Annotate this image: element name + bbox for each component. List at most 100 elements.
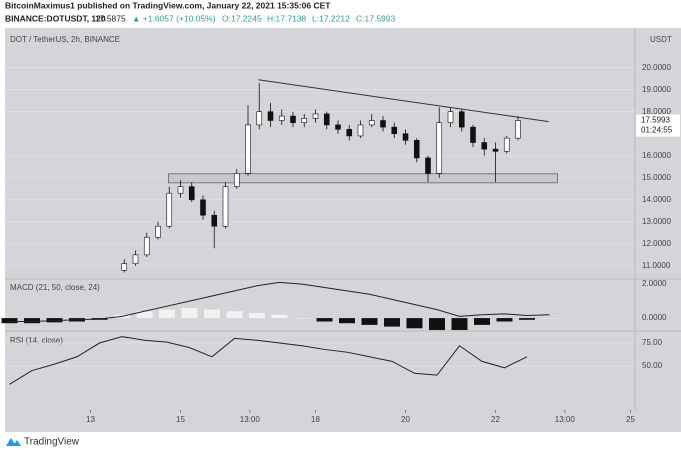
x-tick-label: 15 [176,415,185,424]
countdown: 01:24:55 [641,126,673,135]
y-tick-label: 12.0000 [642,239,671,248]
plot-area [5,28,635,410]
histogram-bar [361,318,378,325]
candle-body [143,236,150,256]
candle-body [177,186,184,194]
candle-body [413,140,420,159]
x-tick-label: 20 [401,415,410,424]
candle-body [222,186,229,227]
histogram-bar [24,318,40,324]
candle-body [233,173,240,187]
candle-body [492,148,499,152]
candle-body [380,120,386,128]
change: ▲ +1.6057 (+10.05%) [132,13,216,23]
y-tick-label: 14.0000 [642,195,671,204]
histogram-bar [316,318,333,322]
trendline [258,79,549,123]
logo [6,438,21,446]
candle-body [335,124,341,130]
x-tick-label: 25 [626,415,635,424]
histogram-bar [181,307,198,319]
histogram-bar [159,309,175,319]
price-label-box [636,114,680,137]
low: L:17.2212 [312,13,350,23]
x-tick-label: 13:00 [240,415,261,424]
candle-body [391,126,398,135]
candle-body [211,214,218,227]
y-tick-label: 11.0000 [642,261,671,270]
candle-body [515,120,521,139]
x-tick-label: 13:00 [555,415,576,424]
y-tick-label: 19.0000 [642,85,671,94]
y-tick-label: 15.0000 [642,173,671,182]
indicator-line [9,281,550,322]
histogram-bar [406,318,423,329]
histogram-bar [204,309,220,319]
candle-body [245,124,251,174]
histogram-bar [384,318,400,327]
candle-body [312,113,319,119]
y-tick-label: 75.00 [642,338,663,347]
unit: USDT [650,35,672,44]
pane-title: RSI (14, close) [10,336,63,345]
candle-body [188,186,195,201]
histogram-bar [249,312,265,319]
y-tick-label: 0.0000 [642,313,667,322]
candle-body [470,126,476,143]
candle-body [402,133,409,141]
histogram-bar [226,311,243,319]
y-tick-label: 16.0000 [642,151,671,160]
candle-body [132,254,139,264]
y-tick-label: 20.0000 [642,63,671,72]
brand: TradingView [24,437,80,448]
candle-body [323,113,330,126]
x-tick-label: 13 [86,415,95,424]
time-axis [5,410,681,432]
candle-body [155,225,161,238]
pane-title: MACD (21, 50, close, 24) [10,283,100,292]
candle-body [425,157,431,174]
y-tick-label: 2.0000 [642,279,667,288]
histogram-bar [339,318,355,324]
price: 17.5875 [95,13,126,23]
histogram-bar [519,318,535,320]
candle-body [346,129,353,137]
candle-body [121,263,128,271]
candle-body [256,111,263,126]
price-label: 17.5993 [641,116,670,125]
high: H:17.7138 [267,13,306,23]
symbol: BINANCE:DOTUSDT, 120 [5,13,106,23]
candle-body [481,142,488,150]
candle-body [447,111,454,124]
y-tick-label: 13.0000 [642,217,671,226]
x-tick-label: 18 [311,415,320,424]
histogram-bar [136,311,153,319]
candle-body [200,199,206,216]
candle-body [267,111,274,121]
price-axis [635,28,681,410]
candle-body [278,115,285,121]
histogram-bar [1,318,18,324]
y-tick-label: 50.00 [642,361,663,370]
pane-title: DOT / TetherUS, 2h, BINANCE [10,35,120,44]
candle-body [301,118,308,124]
candle-body [458,111,465,128]
candle-body [436,122,443,174]
close: C:17.5993 [356,13,395,23]
histogram-bar [294,318,310,319]
candle-body [503,137,510,152]
histogram-bar [496,318,513,322]
open: O:17.2245 [222,13,262,23]
histogram-bar [271,314,288,319]
support-zone [168,173,558,184]
histogram-bar [474,318,490,325]
histogram-bar [541,318,558,319]
candle-body [368,120,375,126]
histogram-bar [429,318,445,330]
publisher: BitcoinMaximus1 published on TradingView… [5,0,331,10]
y-tick-label: 18.0000 [642,107,671,116]
x-tick-label: 22 [491,415,500,424]
candle-body [357,124,364,137]
histogram-bar [451,318,468,330]
